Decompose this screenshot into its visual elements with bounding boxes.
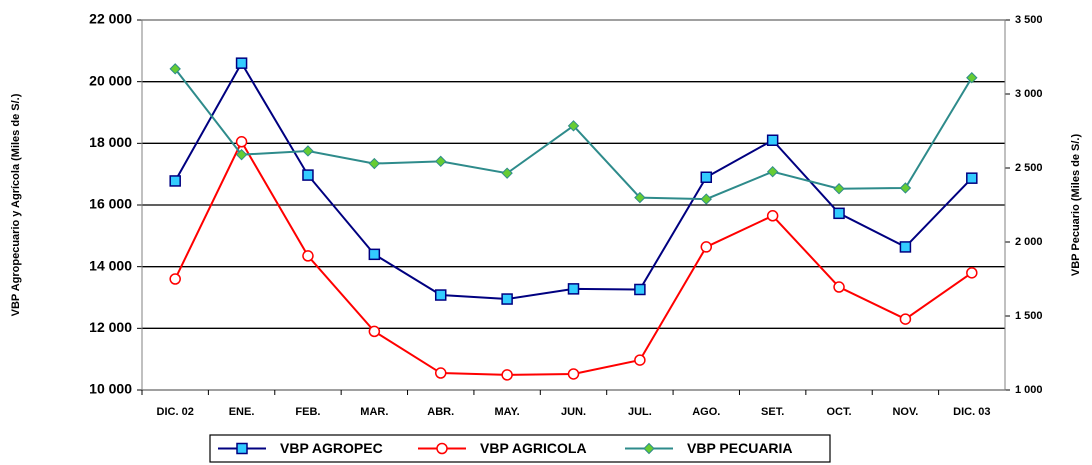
y2-tick-label: 2 000 (1015, 236, 1043, 248)
y2-tick-label: 2 500 (1015, 162, 1043, 174)
marker (899, 182, 912, 194)
x-tick-label: DIC. 02 (157, 406, 194, 418)
x-tick-label: JUL. (628, 406, 652, 418)
marker (368, 325, 381, 338)
marker (833, 207, 845, 220)
marker (235, 57, 248, 69)
legend-label: VBP AGROPEC (280, 440, 383, 456)
legend-label: VBP PECUARIA (687, 440, 793, 456)
x-tick-label: AGO. (692, 406, 720, 418)
x-tick-label: ENE. (229, 406, 255, 418)
marker (700, 193, 712, 205)
marker (169, 63, 181, 75)
marker (899, 241, 912, 253)
y-tick-label: 10 000 (89, 381, 132, 397)
legend-marker (643, 442, 655, 455)
x-tick-label: MAR. (360, 406, 388, 418)
marker (169, 273, 181, 285)
marker (302, 169, 314, 181)
marker (833, 281, 845, 293)
y-tick-label: 16 000 (89, 196, 132, 212)
marker (766, 134, 779, 146)
marker (169, 175, 181, 187)
marker (700, 171, 713, 183)
y-tick-label: 14 000 (89, 257, 132, 273)
marker (634, 191, 646, 204)
x-tick-label: SET. (761, 406, 784, 418)
y2-tick-label: 1 500 (1015, 310, 1043, 322)
x-tick-label: OCT. (827, 406, 852, 418)
legend-label: VBP AGRICOLA (480, 440, 587, 456)
x-tick-label: JUN. (561, 406, 586, 418)
y-axis-label: VBP Agropecuario y Agrícola (Miles de S/… (10, 93, 22, 316)
marker (434, 289, 447, 301)
x-tick-label: ABR. (427, 406, 454, 418)
marker (634, 354, 646, 366)
plot-frame (141, 19, 1006, 391)
marker (634, 283, 646, 296)
marker (368, 157, 381, 170)
marker (966, 172, 978, 184)
marker (899, 313, 912, 325)
marker (766, 210, 779, 222)
y2-tick-label: 3 500 (1015, 14, 1043, 26)
marker (434, 367, 447, 379)
x-tick-label: FEB. (295, 406, 320, 418)
marker (567, 368, 580, 380)
x-tick-label: MAY. (494, 406, 519, 418)
marker (966, 267, 978, 279)
y-tick-label: 22 000 (89, 11, 132, 27)
x-tick-label: DIC. 03 (953, 406, 990, 418)
marker (235, 148, 248, 161)
marker (833, 183, 845, 195)
y-tick-label: 18 000 (89, 134, 132, 150)
marker (435, 155, 447, 168)
marker (368, 248, 381, 261)
marker (766, 165, 779, 178)
marker (700, 241, 713, 253)
legend-marker (236, 442, 248, 455)
y2-tick-label: 3 000 (1015, 88, 1043, 100)
marker (501, 293, 513, 305)
y2-axis-label: VBP Pecuario (Miles de S/.) (1070, 134, 1082, 277)
marker (567, 283, 580, 295)
marker (501, 167, 513, 179)
marker (302, 145, 314, 157)
y2-tick-label: 1 000 (1015, 384, 1043, 396)
y-tick-label: 20 000 (89, 72, 132, 88)
marker (501, 369, 513, 381)
legend-box (209, 434, 831, 463)
marker (966, 72, 978, 84)
x-tick-label: NOV. (892, 406, 918, 418)
legend-marker (436, 442, 448, 455)
marker (302, 250, 314, 262)
marker (567, 120, 580, 132)
y-tick-label: 12 000 (89, 319, 132, 335)
marker (235, 136, 248, 148)
